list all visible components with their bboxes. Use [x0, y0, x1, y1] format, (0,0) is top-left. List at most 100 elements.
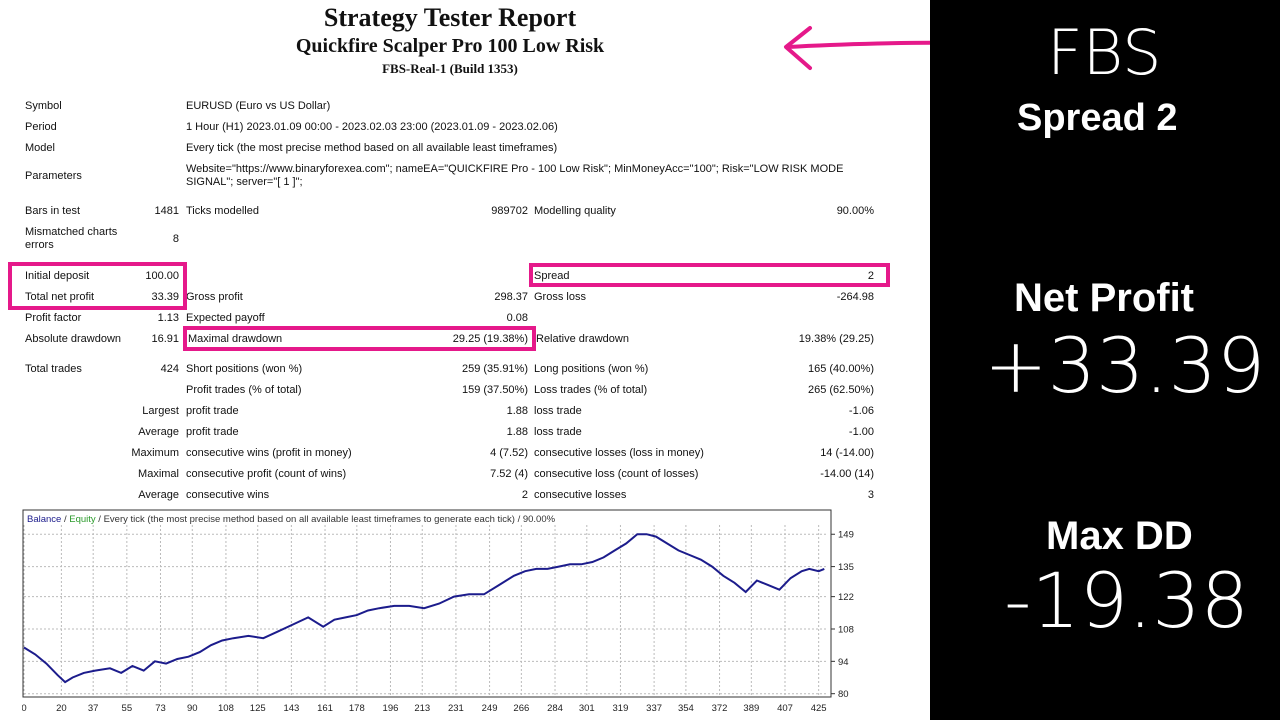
- period-label: Period: [25, 121, 57, 133]
- largest-label: Largest: [142, 405, 179, 417]
- total-trades-value: 424: [160, 363, 179, 375]
- summary-sidebar: FBS Spread 2 Net Profit +33.39 Max DD -1…: [930, 0, 1280, 720]
- legend-rest: / Every tick (the most precise method ba…: [96, 514, 556, 525]
- avg-cons-wins-value: 2: [521, 489, 528, 501]
- net-profit-caption: Net Profit: [1014, 276, 1194, 320]
- largest-loss-label: loss trade: [534, 405, 582, 417]
- spread-value: 2: [867, 270, 874, 282]
- x-tick-label: 425: [811, 703, 827, 714]
- period-value: 1 Hour (H1) 2023.01.09 00:00 - 2023.02.0…: [186, 121, 558, 133]
- legend-sep: /: [61, 514, 69, 525]
- average-profit-label: profit trade: [186, 426, 239, 438]
- mismatch-value: 8: [172, 233, 179, 245]
- net-profit-value: 33.39: [151, 291, 179, 303]
- largest-loss-value: -1.06: [848, 405, 874, 417]
- cons-wins-money-value: 4 (7.52): [490, 447, 528, 459]
- x-tick-label: 249: [482, 703, 498, 714]
- average-loss-label: loss trade: [534, 426, 582, 438]
- symbol-label: Symbol: [25, 100, 62, 112]
- gross-profit-value: 298.37: [494, 291, 528, 303]
- deposit-label: Initial deposit: [25, 270, 90, 282]
- maximum-label: Maximum: [131, 447, 179, 459]
- deposit-value: 100.00: [145, 270, 179, 282]
- expected-payoff-value: 0.08: [506, 312, 528, 324]
- net-profit-big: +33.39: [984, 321, 1266, 410]
- avg-cons-losses-value: 3: [867, 489, 874, 501]
- cons-losses-money-label: consecutive losses (loss in money): [534, 447, 704, 459]
- cons-loss-count-label: consecutive loss (count of losses): [534, 468, 699, 480]
- x-tick-label: 354: [678, 703, 694, 714]
- x-tick-label: 143: [283, 703, 299, 714]
- model-label: Model: [25, 142, 55, 154]
- long-positions-value: 165 (40.00%): [807, 363, 874, 375]
- relative-drawdown-value: 19.38% (29.25): [798, 333, 874, 345]
- mismatch-label: Mismatched charts errors: [25, 226, 118, 251]
- x-tick-label: 108: [218, 703, 234, 714]
- plot-frame: [22, 509, 832, 698]
- short-positions-value: 259 (35.91%): [461, 363, 528, 375]
- legend-balance: Balance: [27, 514, 61, 525]
- x-tick-label: 266: [513, 703, 529, 714]
- quality-label: Modelling quality: [534, 205, 616, 217]
- average-label: Average: [138, 426, 179, 438]
- x-tick-label: 389: [743, 703, 759, 714]
- gross-profit-label: Gross profit: [186, 291, 243, 303]
- profit-factor-value: 1.13: [157, 312, 179, 324]
- maximal-drawdown-value: 29.25 (19.38%): [452, 333, 528, 345]
- x-tick-label: 407: [777, 703, 793, 714]
- x-tick-label: 301: [579, 703, 595, 714]
- profit-factor-label: Profit factor: [25, 312, 82, 324]
- spread-label: Spread: [534, 270, 570, 282]
- ticks-value: 989702: [491, 205, 528, 217]
- profit-trades-value: 159 (37.50%): [461, 384, 528, 396]
- largest-profit-value: 1.88: [506, 405, 528, 417]
- ticks-label: Ticks modelled: [186, 205, 259, 217]
- maximal-label: Maximal: [138, 468, 179, 480]
- profit-trades-label: Profit trades (% of total): [186, 384, 302, 396]
- max-drawdown-highlight: [183, 326, 536, 351]
- bars-label: Bars in test: [25, 205, 81, 217]
- gross-loss-label: Gross loss: [534, 291, 586, 303]
- balance-line: [23, 533, 825, 684]
- x-tick-label: 337: [646, 703, 662, 714]
- x-tick-label: 372: [712, 703, 728, 714]
- spread-highlight: [529, 263, 890, 287]
- symbol-value: EURUSD (Euro vs US Dollar): [186, 100, 331, 112]
- short-positions-label: Short positions (won %): [186, 363, 303, 375]
- average-profit-value: 1.88: [506, 426, 528, 438]
- y-tick-label: 149: [838, 530, 854, 541]
- x-tick-label: 196: [383, 703, 399, 714]
- y-tick-label: 122: [838, 592, 854, 603]
- legend-equity: Equity: [69, 514, 96, 525]
- bars-value: 1481: [154, 205, 179, 217]
- x-tick-label: 213: [414, 703, 430, 714]
- x-tick-label: 178: [349, 703, 365, 714]
- x-tick-label: 125: [250, 703, 266, 714]
- avg-cons-losses-label: consecutive losses: [534, 489, 627, 501]
- cons-profit-count-value: 7.52 (4): [490, 468, 528, 480]
- x-tick-label: 0: [22, 703, 27, 714]
- parameters-label: Parameters: [25, 170, 82, 182]
- parameters-value: Website="https://www.binaryforexea.com";…: [186, 163, 844, 188]
- balance-chart: Balance / Equity / Every tick (the most …: [21, 509, 882, 720]
- total-trades-label: Total trades: [25, 363, 82, 375]
- y-tick-label: 94: [838, 657, 849, 668]
- largest-profit-label: profit trade: [186, 405, 239, 417]
- loss-trades-label: Loss trades (% of total): [534, 384, 648, 396]
- server-name: FBS-Real-1 (Build 1353): [382, 61, 518, 76]
- loss-trades-value: 265 (62.50%): [807, 384, 874, 396]
- x-tick-label: 231: [448, 703, 464, 714]
- cons-profit-count-label: consecutive profit (count of wins): [186, 468, 347, 480]
- absolute-drawdown-value: 16.91: [151, 333, 179, 345]
- relative-drawdown-label: Relative drawdown: [536, 333, 629, 345]
- spread-caption: Spread 2: [1017, 97, 1178, 139]
- y-tick-label: 80: [838, 689, 849, 700]
- y-tick-label: 108: [838, 624, 854, 635]
- y-tick-label: 135: [838, 562, 854, 573]
- x-tick-label: 55: [122, 703, 133, 714]
- absolute-drawdown-label: Absolute drawdown: [25, 333, 122, 345]
- cons-wins-money-label: consecutive wins (profit in money): [186, 447, 352, 459]
- quality-value: 90.00%: [836, 205, 874, 217]
- chart-legend: Balance / Equity / Every tick (the most …: [27, 514, 556, 525]
- average-loss-value: -1.00: [848, 426, 874, 438]
